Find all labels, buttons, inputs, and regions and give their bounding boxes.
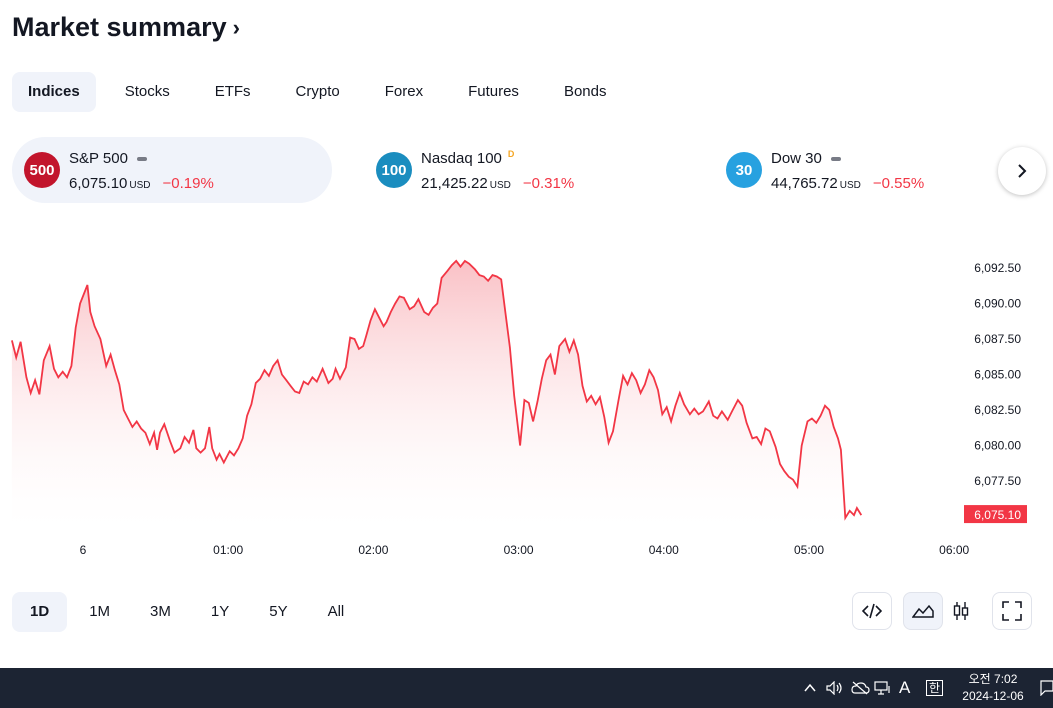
index-value: 44,765.72 xyxy=(771,174,838,192)
y-tick-label: 6,092.50 xyxy=(974,261,1021,275)
index-card-text: Dow 30 44,765.72 USD −0.55% xyxy=(771,149,924,192)
x-tick-label: 05:00 xyxy=(794,543,824,557)
embed-code-icon xyxy=(862,603,882,619)
area-chart-button[interactable] xyxy=(903,592,943,630)
last-price-label: 6,075.10 xyxy=(974,508,1021,522)
x-tick-label: 04:00 xyxy=(649,543,679,557)
notification-icon[interactable] xyxy=(1040,668,1053,708)
clock-time: 오전 7:02 xyxy=(968,672,1018,686)
chevron-right-icon xyxy=(1018,164,1027,178)
fullscreen-icon xyxy=(1002,601,1022,621)
chevron-right-icon[interactable]: › xyxy=(232,14,240,40)
index-name-row: Nasdaq 100 D xyxy=(421,149,574,169)
index-value-row: 44,765.72 USD −0.55% xyxy=(771,175,924,192)
area-chart-icon xyxy=(912,604,934,618)
windows-taskbar: A 한 오전 7:02 2024-12-06 xyxy=(0,668,1053,708)
status-dash-icon xyxy=(830,156,841,161)
tab-etfs[interactable]: ETFs xyxy=(214,83,251,100)
index-change: −0.31% xyxy=(522,174,575,192)
y-tick-label: 6,077.50 xyxy=(974,474,1021,488)
page-title[interactable]: Market summary › xyxy=(12,12,240,43)
ime-language-indicator[interactable]: 한 xyxy=(926,668,944,708)
tab-bonds[interactable]: Bonds xyxy=(563,83,607,100)
range-tabs: 1D 1M 3M 1Y 5Y All xyxy=(12,592,366,632)
range-1y[interactable]: 1Y xyxy=(210,603,230,620)
index-currency: USD xyxy=(839,179,861,191)
index-name: S&P 500 xyxy=(69,150,128,167)
index-currency: USD xyxy=(129,179,151,191)
index-badge: 30 xyxy=(726,152,762,188)
index-name: Nasdaq 100 xyxy=(421,150,502,167)
price-chart[interactable]: 6,092.50 6,090.00 6,087.50 6,085.00 6,082.50… xyxy=(0,215,1053,567)
category-tabs: Indices Stocks ETFs Crypto Forex Futures Bonds xyxy=(12,72,635,112)
y-tick-label: 6,090.00 xyxy=(974,297,1021,311)
index-card[interactable]: 30 Dow 30 44,765.72 USD −0.55% xyxy=(714,137,1034,203)
index-card-text: Nasdaq 100 D 21,425.22 USD −0.31% xyxy=(421,149,574,192)
x-tick-label: 03:00 xyxy=(504,543,534,557)
range-1m[interactable]: 1M xyxy=(89,603,111,620)
x-tick-label: 6 xyxy=(80,543,87,557)
volume-icon[interactable] xyxy=(826,668,844,708)
tab-indices[interactable]: Indices xyxy=(12,72,96,112)
x-tick-label: 02:00 xyxy=(358,543,388,557)
y-tick-label: 6,087.50 xyxy=(974,332,1021,346)
range-1d[interactable]: 1D xyxy=(12,592,68,632)
index-card-text: S&P 500 6,075.10 USD −0.19% xyxy=(69,149,214,192)
index-card[interactable]: 100 Nasdaq 100 D 21,425.22 USD −0.31% xyxy=(364,137,684,203)
page-title-text[interactable]: Market summary xyxy=(12,12,227,42)
index-name-row: S&P 500 xyxy=(69,149,214,169)
index-card[interactable]: 500 S&P 500 6,075.10 USD −0.19% xyxy=(12,137,332,203)
index-badge: 100 xyxy=(376,152,412,188)
delayed-data-badge: D xyxy=(507,148,515,159)
clock-date: 2024-12-06 xyxy=(962,689,1024,703)
network-icon[interactable] xyxy=(874,668,892,708)
chevron-up-icon[interactable] xyxy=(804,668,816,708)
ime-mode-indicator[interactable]: A xyxy=(899,678,911,697)
index-value-row: 21,425.22 USD −0.31% xyxy=(421,175,574,192)
index-name-row: Dow 30 xyxy=(771,149,924,169)
y-tick-label: 6,082.50 xyxy=(974,403,1021,417)
range-5y[interactable]: 5Y xyxy=(269,603,288,620)
candle-chart-button[interactable] xyxy=(941,592,981,630)
tab-futures[interactable]: Futures xyxy=(468,83,519,100)
next-cards-button[interactable] xyxy=(998,147,1046,195)
candle-chart-icon xyxy=(953,602,969,620)
y-tick-label: 6,085.00 xyxy=(974,368,1021,382)
fullscreen-button[interactable] xyxy=(992,592,1032,630)
y-tick-label: 6,080.00 xyxy=(974,439,1021,453)
index-cards: 500 S&P 500 6,075.10 USD −0.19% 100 Nasdaq 100… xyxy=(12,137,1052,203)
cloud-offline-icon[interactable] xyxy=(850,668,870,708)
status-dash-icon xyxy=(136,156,147,161)
x-tick-label: 01:00 xyxy=(213,543,243,557)
ime-language-label: 한 xyxy=(926,680,944,696)
tab-forex[interactable]: Forex xyxy=(384,83,424,100)
price-line xyxy=(11,259,863,521)
range-all[interactable]: All xyxy=(327,603,345,620)
index-value-row: 6,075.10 USD −0.19% xyxy=(69,175,214,192)
tab-stocks[interactable]: Stocks xyxy=(124,83,170,100)
range-3m[interactable]: 3M xyxy=(150,603,171,620)
price-area-fill xyxy=(11,260,862,528)
index-change: −0.19% xyxy=(162,174,214,192)
index-change: −0.55% xyxy=(872,174,925,192)
tab-crypto[interactable]: Crypto xyxy=(295,83,340,100)
embed-code-button[interactable] xyxy=(852,592,892,630)
index-currency: USD xyxy=(489,179,511,191)
index-value: 21,425.22 xyxy=(421,174,488,192)
index-name: Dow 30 xyxy=(771,150,822,167)
taskbar-clock[interactable]: 오전 7:02 2024-12-06 xyxy=(952,671,1034,705)
last-price-tag xyxy=(964,505,1027,524)
x-tick-label: 06:00 xyxy=(939,543,969,557)
index-value: 6,075.10 xyxy=(69,174,128,192)
index-badge: 500 xyxy=(24,152,60,188)
